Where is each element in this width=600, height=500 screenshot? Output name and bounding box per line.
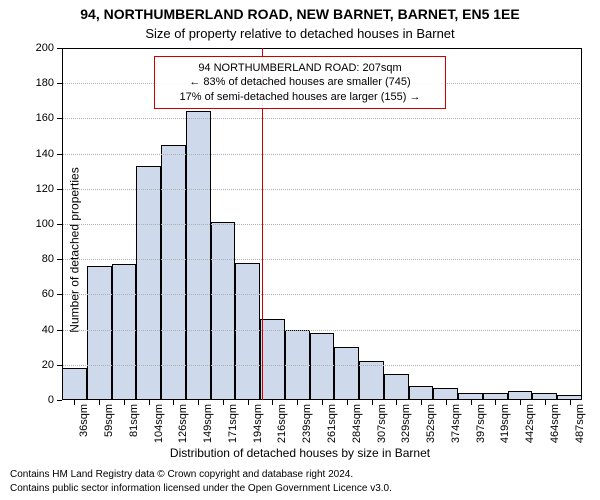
y-tick-label: 40 <box>42 324 54 336</box>
y-tick-mark <box>57 365 62 366</box>
x-tick-label: 239sqm <box>301 404 313 443</box>
chart-title: 94, NORTHUMBERLAND ROAD, NEW BARNET, BAR… <box>0 6 600 22</box>
x-tick-label: 126sqm <box>177 404 189 443</box>
y-tick-mark <box>57 118 62 119</box>
x-tick-label: 216sqm <box>276 404 288 443</box>
y-tick-labels: 020406080100120140160180200 <box>0 48 58 400</box>
y-tick-mark <box>57 294 62 295</box>
x-tick-label: 149sqm <box>202 404 214 443</box>
footer-line-1: Contains HM Land Registry data © Crown c… <box>10 469 353 480</box>
y-tick-label: 100 <box>36 218 54 230</box>
x-tick-label: 487sqm <box>574 404 586 443</box>
annotation-box: 94 NORTHUMBERLAND ROAD: 207sqm ← 83% of … <box>154 56 446 109</box>
y-tick-mark <box>57 224 62 225</box>
y-tick-mark <box>57 48 62 49</box>
y-tick-label: 160 <box>36 112 54 124</box>
x-tick-label: 419sqm <box>499 404 511 443</box>
y-tick-label: 180 <box>36 77 54 89</box>
x-tick-label: 36sqm <box>78 404 90 437</box>
x-tick-label: 374sqm <box>450 404 462 443</box>
x-tick-label: 329sqm <box>400 404 412 443</box>
y-tick-label: 20 <box>42 359 54 371</box>
y-tick-label: 200 <box>36 42 54 54</box>
y-tick-mark <box>57 330 62 331</box>
y-tick-mark <box>57 83 62 84</box>
x-tick-label: 307sqm <box>376 404 388 443</box>
y-tick-label: 0 <box>48 394 54 406</box>
x-axis-label: Distribution of detached houses by size … <box>0 446 600 460</box>
x-tick-label: 442sqm <box>524 404 536 443</box>
annotation-line1: 94 NORTHUMBERLAND ROAD: 207sqm <box>163 61 437 75</box>
chart-subtitle: Size of property relative to detached ho… <box>0 26 600 41</box>
x-tick-label: 81sqm <box>128 404 140 437</box>
footer-line-2: Contains public sector information licen… <box>10 483 392 494</box>
x-tick-label: 284sqm <box>351 404 363 443</box>
x-tick-label: 397sqm <box>475 404 487 443</box>
x-tick-label: 194sqm <box>252 404 264 443</box>
y-tick-label: 80 <box>42 253 54 265</box>
y-tick-mark <box>57 154 62 155</box>
x-tick-label: 104sqm <box>153 404 165 443</box>
x-tick-label: 352sqm <box>425 404 437 443</box>
y-tick-label: 60 <box>42 288 54 300</box>
property-size-histogram: 94, NORTHUMBERLAND ROAD, NEW BARNET, BAR… <box>0 0 600 500</box>
x-tick-label: 59sqm <box>103 404 115 437</box>
y-tick-mark <box>57 189 62 190</box>
y-tick-label: 120 <box>36 183 54 195</box>
plot-area: 94 NORTHUMBERLAND ROAD: 207sqm ← 83% of … <box>62 48 582 400</box>
x-tick-label: 261sqm <box>326 404 338 443</box>
annotation-line2: ← 83% of detached houses are smaller (74… <box>163 75 437 89</box>
y-tick-label: 140 <box>36 148 54 160</box>
annotation-line3: 17% of semi-detached houses are larger (… <box>163 90 437 104</box>
x-tick-label: 464sqm <box>549 404 561 443</box>
x-tick-label: 171sqm <box>227 404 239 443</box>
y-tick-mark <box>57 259 62 260</box>
